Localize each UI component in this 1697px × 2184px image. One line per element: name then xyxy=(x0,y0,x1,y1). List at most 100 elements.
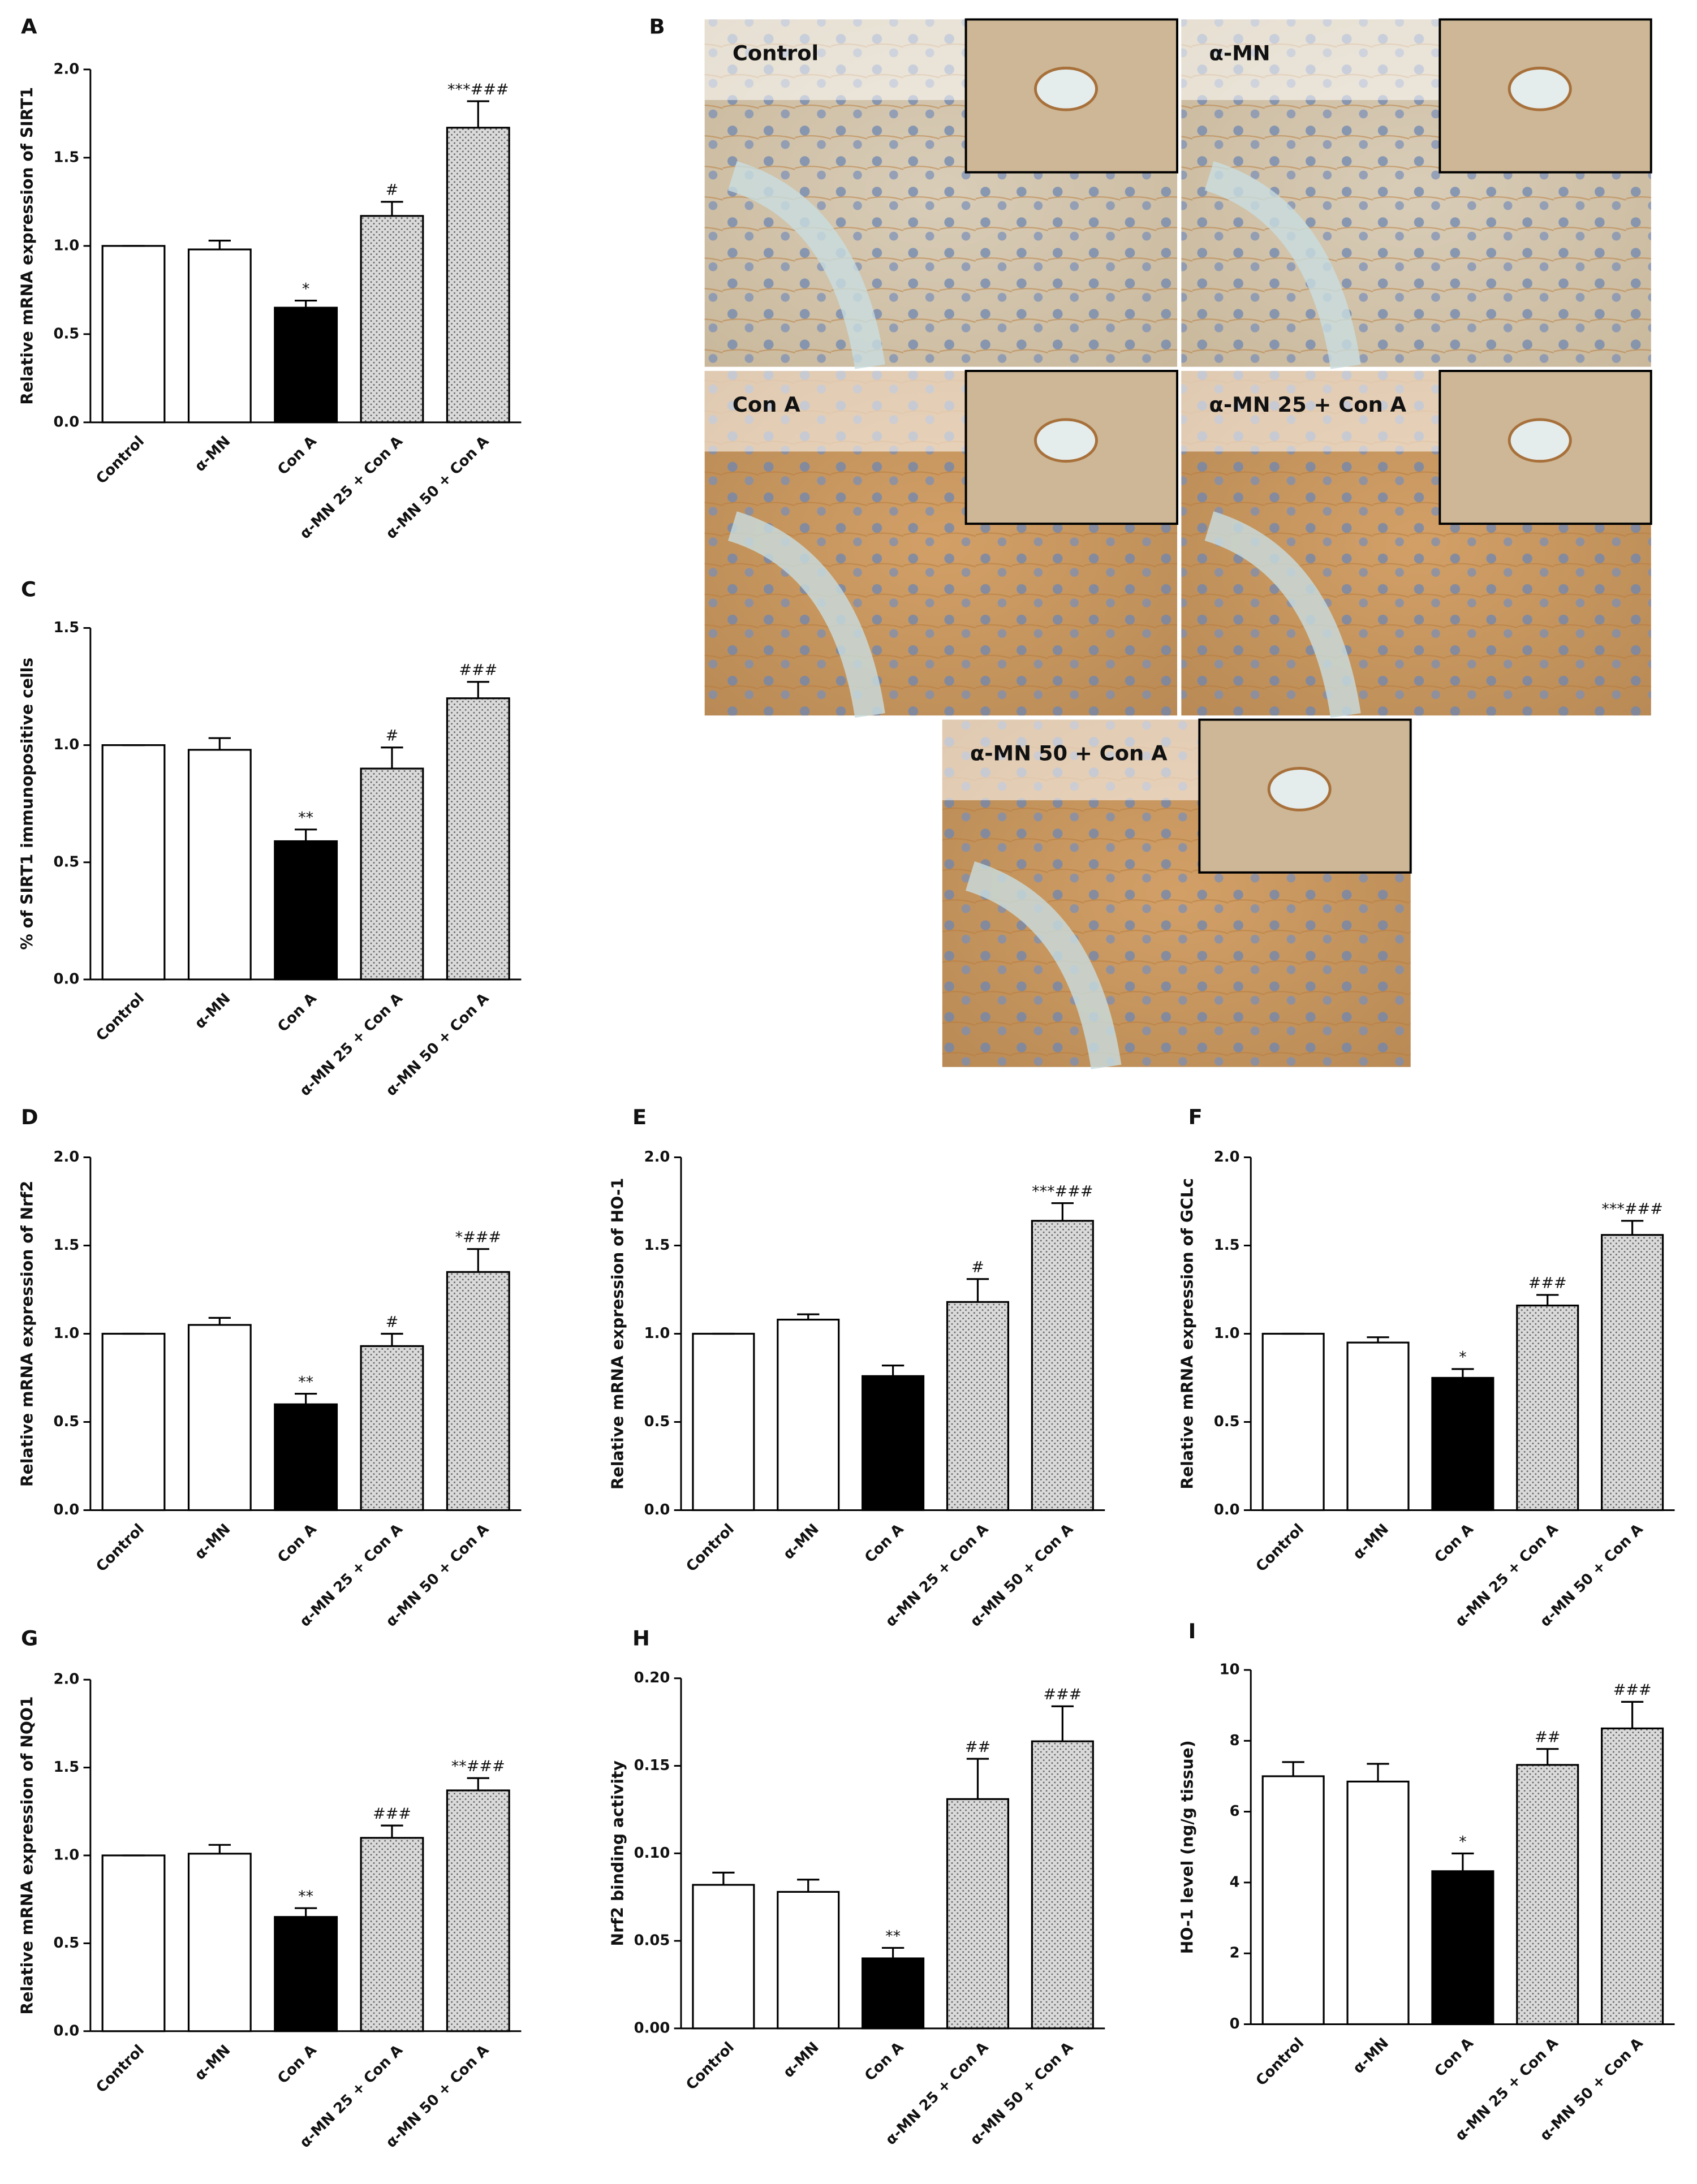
error-bar xyxy=(294,828,317,841)
vessel xyxy=(1204,161,1361,369)
x-tick-label: α-MN xyxy=(192,2041,234,2084)
error-bar xyxy=(966,1278,989,1302)
y-axis-label: Relative mRNA expression of HO-1 xyxy=(608,1178,627,1490)
y-tick-label: 1.0 xyxy=(54,736,80,753)
y-tick-label: 0.5 xyxy=(644,1413,670,1430)
bar xyxy=(1031,1220,1094,1512)
y-tick-label: 0.0 xyxy=(54,2022,80,2039)
bar xyxy=(446,697,510,981)
y-axis-label: % of SIRT1 immunopositive cells xyxy=(18,658,36,950)
bar xyxy=(1516,1304,1579,1512)
bar xyxy=(1031,1740,1094,2030)
y-tick-label: 0.20 xyxy=(634,1669,670,1686)
bar xyxy=(101,245,166,424)
significance: ** xyxy=(298,809,313,827)
panel-label: B xyxy=(649,15,665,39)
significance: ** xyxy=(298,1888,313,1905)
significance: **### xyxy=(451,1758,505,1775)
panel-label: I xyxy=(1188,1619,1196,1643)
panel-label: E xyxy=(632,1105,647,1129)
y-tick-label: 0.05 xyxy=(634,1932,670,1949)
micrograph-label: α-MN 25 + Con A xyxy=(1209,392,1407,417)
bar xyxy=(187,1853,252,2032)
y-tick-label: 10 xyxy=(1220,1661,1240,1678)
significance: ### xyxy=(1043,1686,1082,1703)
error-bar xyxy=(294,299,317,308)
y-tick-label: 1.0 xyxy=(1214,1325,1240,1342)
panel-label: F xyxy=(1188,1105,1203,1129)
significance: * xyxy=(1459,1833,1467,1850)
y-tick-label: 1.5 xyxy=(54,149,80,166)
x-tick-label: Con A xyxy=(274,433,320,478)
y-tick-label: 0.15 xyxy=(634,1757,670,1774)
error-bar xyxy=(208,737,231,750)
error-bar xyxy=(1367,1336,1389,1343)
bar xyxy=(446,1271,510,1512)
bar xyxy=(1261,1775,1325,2026)
y-tick-label: 6 xyxy=(1230,1803,1240,1820)
y-tick-label: 8 xyxy=(1230,1732,1240,1749)
y-tick-label: 0.5 xyxy=(1214,1413,1240,1430)
error-bar xyxy=(294,1907,317,1917)
bar xyxy=(1516,1764,1579,2026)
error-bar xyxy=(294,1392,317,1405)
y-tick-label: 0.0 xyxy=(644,1501,670,1518)
bar xyxy=(946,1798,1010,2030)
y-tick-label: 2.0 xyxy=(54,1149,80,1166)
panel-label: D xyxy=(21,1105,38,1129)
y-tick-label: 0.5 xyxy=(54,1413,80,1430)
x-tick-label: α-MN xyxy=(780,1521,822,1563)
bar xyxy=(101,1854,166,2032)
error-bar xyxy=(1282,1761,1304,1776)
error-bar xyxy=(467,1248,489,1272)
bar xyxy=(1346,1341,1410,1512)
bar xyxy=(360,215,424,424)
y-tick-label: 0.0 xyxy=(54,413,80,430)
bar xyxy=(1431,1870,1494,2026)
x-tick-label: Control xyxy=(683,1521,738,1576)
bar xyxy=(1601,1234,1664,1512)
bar xyxy=(274,307,338,424)
significance: ### xyxy=(459,662,497,679)
bar xyxy=(360,767,424,981)
significance: * xyxy=(1459,1349,1467,1366)
bar xyxy=(862,1375,925,1512)
y-tick-label: 1.0 xyxy=(54,237,80,254)
y-tick-label: 2.0 xyxy=(644,1149,670,1166)
error-bar xyxy=(1536,1748,1559,1765)
y-tick-label: 2.0 xyxy=(1214,1149,1240,1166)
micrograph-label: α-MN 50 + Con A xyxy=(970,741,1168,766)
panel-label: G xyxy=(21,1626,38,1650)
micrograph-label: Control xyxy=(733,41,819,65)
significance: ***### xyxy=(1032,1182,1093,1200)
y-tick-label: 0.0 xyxy=(54,1501,80,1518)
significance: * xyxy=(302,280,310,297)
significance: ### xyxy=(1613,1681,1652,1699)
bar xyxy=(777,1318,840,1512)
bar xyxy=(1601,1727,1664,2026)
label-band xyxy=(942,719,1200,801)
y-tick-label: 0.10 xyxy=(634,1845,670,1862)
error-bar xyxy=(1452,1368,1474,1378)
y-tick-label: 1.0 xyxy=(54,1325,80,1342)
panel-label: A xyxy=(21,15,37,39)
significance: ### xyxy=(373,1805,411,1823)
y-tick-label: 0.5 xyxy=(54,1935,80,1952)
significance: ## xyxy=(965,1738,990,1756)
x-tick-label: Con A xyxy=(862,1521,907,1566)
significance: ** xyxy=(885,1927,901,1945)
error-bar xyxy=(881,1946,905,1959)
bar xyxy=(360,1837,424,2032)
micrograph-label: α-MN xyxy=(1209,41,1270,65)
bar xyxy=(446,127,510,424)
x-tick-label: Con A xyxy=(274,990,320,1035)
inset-vessel xyxy=(1267,767,1332,812)
y-tick-label: 1.5 xyxy=(1214,1237,1240,1254)
error-bar xyxy=(797,1313,820,1320)
significance: # xyxy=(386,1313,399,1331)
error-bar xyxy=(1621,1220,1644,1235)
bar xyxy=(274,840,338,981)
y-axis-label: Nrf2 binding activity xyxy=(608,1760,627,1946)
